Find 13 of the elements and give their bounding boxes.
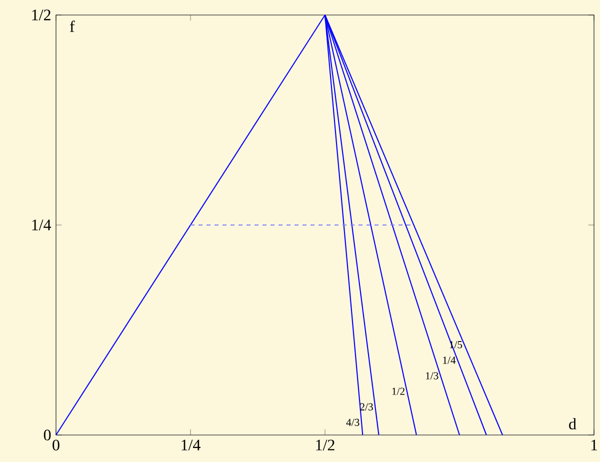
series-label: 4/3 — [346, 418, 360, 426]
x-tick-label: 1 — [591, 440, 598, 450]
x-tick-label: 0 — [52, 440, 60, 450]
x-axis-title: d — [569, 418, 576, 430]
series-label: 1/2 — [392, 388, 404, 395]
y-tick-label: 0 — [44, 430, 51, 440]
x-tick-label: 1/4 — [182, 440, 200, 450]
x-tick-label: 1/2 — [316, 440, 334, 450]
y-axis-title: f — [70, 20, 75, 32]
y-tick-label: 1/2 — [32, 10, 50, 20]
series-label: 1/4 — [443, 356, 456, 364]
series-label: 1/3 — [426, 372, 438, 380]
y-tick-label: 1/4 — [32, 220, 52, 230]
